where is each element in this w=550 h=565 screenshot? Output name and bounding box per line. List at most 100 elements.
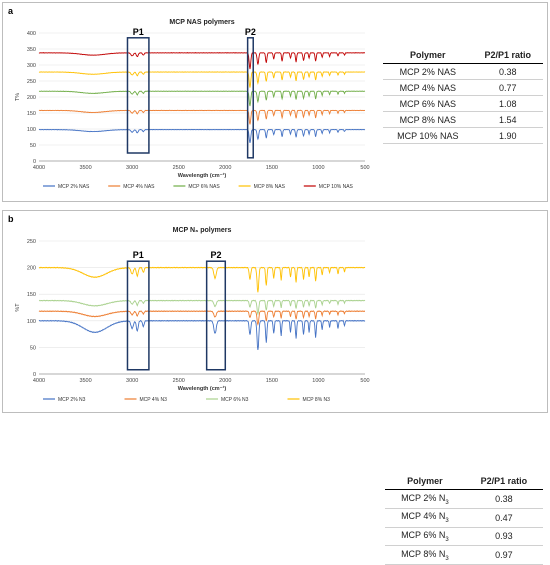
- legend-entry: MCP 4% N3: [140, 397, 168, 403]
- column-header-polymer: Polymer: [383, 47, 473, 64]
- x-tick-label: 4000: [33, 378, 45, 384]
- x-tick-label: 2000: [219, 165, 231, 171]
- x-tick-label: 2000: [219, 378, 231, 384]
- subscript: 3: [445, 536, 449, 543]
- chart-title: MCP N₃ polymers: [173, 227, 232, 234]
- polymer-cell: MCP 4% N3: [385, 508, 465, 528]
- table-row: MCP 8% N3 0.97: [385, 545, 543, 565]
- ratio-table-n3: Polymer P2/P1 ratio MCP 2% N3 0.38 MCP 4%…: [385, 473, 543, 565]
- x-tick-label: 3000: [126, 165, 138, 171]
- table-header-row: Polymer P2/P1 ratio: [385, 473, 543, 490]
- y-tick-label: 350: [27, 47, 36, 53]
- peak-region-label: P1: [133, 250, 144, 260]
- polymer-name: MCP 4% N: [401, 511, 446, 522]
- ratio-cell: 0.97: [464, 545, 543, 565]
- series-line: [38, 128, 366, 144]
- ratio-table-nas: Polymer P2/P1 ratio MCP 2% NAS 0.38 MCP 4…: [383, 47, 543, 144]
- polymer-cell: MCP 6% NAS: [383, 95, 473, 112]
- legend-entry: MCP 10% NAS: [319, 184, 354, 190]
- x-tick-label: 500: [360, 378, 369, 384]
- polymer-cell: MCP 2% NAS: [383, 63, 473, 80]
- x-tick-label: 3500: [79, 378, 91, 384]
- polymer-cell: MCP 10% NAS: [383, 127, 473, 144]
- peak-region-box: [205, 260, 227, 371]
- y-tick-label: 200: [27, 95, 36, 101]
- y-axis-label: %T: [15, 303, 21, 312]
- y-tick-label: 50: [30, 345, 36, 351]
- x-tick-label: 1500: [266, 378, 278, 384]
- legend-entry: MCP 6% N3: [221, 397, 249, 403]
- polymer-name: MCP 6% N: [401, 530, 446, 541]
- subscript: 3: [445, 518, 449, 525]
- ftir-chart-nas: MCP NAS polymers 0 50 100 150 200 250 300 350 400…: [15, 19, 370, 190]
- series-line: [38, 266, 366, 293]
- legend-entry: MCP 2% NAS: [58, 184, 90, 190]
- legend-entry: MCP 8% N3: [303, 397, 331, 403]
- ratio-cell: 0.47: [464, 508, 543, 528]
- ratio-cell: 1.90: [472, 127, 543, 144]
- polymer-name: MCP 2% N: [401, 492, 446, 503]
- polymer-cell: MCP 2% N3: [385, 489, 465, 509]
- table-row: MCP 2% N3 0.38: [385, 489, 543, 509]
- polymer-cell: MCP 8% N3: [385, 545, 465, 565]
- column-header-ratio: P2/P1 ratio: [464, 473, 543, 490]
- y-tick-label: 150: [27, 292, 36, 298]
- table-row: MCP 6% N3 0.93: [385, 527, 543, 547]
- ratio-cell: 0.38: [464, 489, 543, 509]
- polymer-name: MCP 8% N: [401, 548, 446, 559]
- table-header-row: Polymer P2/P1 ratio: [383, 47, 543, 64]
- y-tick-label: 0: [33, 372, 36, 378]
- table-row: MCP 10% NAS 1.90: [383, 127, 543, 144]
- column-header-ratio: P2/P1 ratio: [472, 47, 543, 64]
- panel-label-a: a: [8, 6, 14, 16]
- panel-a: a MCP NAS polymers 0 50 100 150 200 250 300 350 4…: [2, 2, 548, 202]
- table-row: MCP 2% NAS 0.38: [383, 63, 543, 80]
- table-row: MCP 8% NAS 1.54: [383, 111, 543, 128]
- legend-entry: MCP 4% NAS: [123, 184, 155, 190]
- y-tick-label: 300: [27, 63, 36, 69]
- peak-region-label: P2: [245, 27, 256, 37]
- series-line: [38, 90, 366, 107]
- peak-region-label: P2: [210, 250, 221, 260]
- peak-region-box: [126, 37, 150, 154]
- peak-region-box: [126, 260, 150, 371]
- table-row: MCP 4% N3 0.47: [385, 508, 543, 528]
- polymer-cell: MCP 8% NAS: [383, 111, 473, 128]
- series-line: [38, 109, 365, 125]
- x-tick-label: 1000: [312, 378, 324, 384]
- y-tick-label: 100: [27, 127, 36, 133]
- y-tick-label: 400: [27, 31, 36, 37]
- peak-region-box: [246, 37, 254, 159]
- polymer-cell: MCP 4% NAS: [383, 79, 473, 96]
- y-tick-label: 50: [30, 143, 36, 149]
- table-row: MCP 4% NAS 0.77: [383, 79, 543, 96]
- ratio-cell: 0.77: [472, 79, 543, 96]
- series-line: [38, 310, 365, 326]
- ratio-cell: 1.08: [472, 95, 543, 112]
- legend-entry: MCP 2% N3: [58, 397, 86, 403]
- y-axis-label: T%: [15, 93, 21, 101]
- x-tick-label: 1500: [266, 165, 278, 171]
- ratio-cell: 0.38: [472, 63, 543, 80]
- legend-entry: MCP 8% NAS: [254, 184, 286, 190]
- panel-label-b: b: [8, 214, 14, 224]
- ftir-chart-n3: MCP N₃ polymers 0 50 100 150 200 250 4000 3500 30…: [15, 227, 370, 403]
- subscript: 3: [445, 555, 449, 562]
- x-tick-label: 3500: [79, 165, 91, 171]
- series-line: [38, 299, 366, 316]
- y-tick-label: 250: [27, 239, 36, 245]
- y-tick-label: 0: [33, 159, 36, 165]
- chart-title: MCP NAS polymers: [169, 19, 234, 26]
- ratio-cell: 0.93: [464, 527, 543, 547]
- x-tick-label: 1000: [312, 165, 324, 171]
- polymer-cell: MCP 6% N3: [385, 527, 465, 547]
- x-axis-label: Wavelength (cm⁻¹): [178, 385, 227, 392]
- series-line: [38, 52, 365, 70]
- y-tick-label: 250: [27, 79, 36, 85]
- series-line: [38, 319, 366, 350]
- y-tick-label: 150: [27, 111, 36, 117]
- x-tick-label: 2500: [173, 165, 185, 171]
- x-tick-label: 3000: [126, 378, 138, 384]
- subscript: 3: [445, 499, 449, 506]
- y-tick-label: 100: [27, 319, 36, 325]
